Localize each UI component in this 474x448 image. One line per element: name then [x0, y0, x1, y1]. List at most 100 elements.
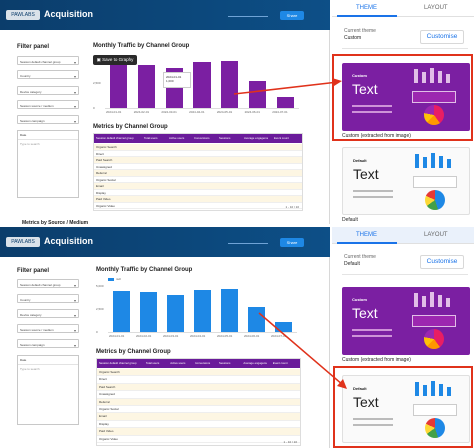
table-row[interactable]: Organic Social — [97, 406, 300, 414]
row-label: Display — [99, 421, 109, 426]
table-row[interactable]: Email — [97, 413, 300, 421]
column-header[interactable]: Sessions — [219, 136, 231, 140]
table-row[interactable]: Organic Search — [97, 369, 300, 377]
table-row[interactable]: Paid Search — [94, 157, 302, 164]
chart-bar[interactable] — [113, 290, 130, 332]
table-row[interactable]: Organic Video — [94, 202, 302, 209]
table-row[interactable]: Organic Video — [97, 435, 300, 443]
x-axis — [105, 108, 299, 109]
chart-tooltip: 2024-01-01 1,000 — [163, 72, 191, 88]
header-link[interactable] — [228, 13, 268, 17]
table-row[interactable]: Display — [94, 189, 302, 196]
card-title: Custom — [352, 73, 367, 78]
card-bar — [431, 153, 435, 168]
column-header[interactable]: Average engagement time per session — [243, 361, 267, 365]
table-row[interactable]: Paid Video — [97, 428, 300, 436]
column-header[interactable]: Total users — [144, 136, 158, 140]
chart-bar[interactable] — [221, 61, 239, 108]
chart-bar[interactable] — [276, 97, 294, 108]
column-header[interactable]: Event count — [272, 361, 288, 365]
column-header[interactable]: Total users — [145, 361, 160, 365]
date-search-input[interactable]: Type to search — [20, 142, 40, 146]
filter-source-medium[interactable]: Session source / medium ▾ — [17, 324, 79, 333]
column-header[interactable]: Session default channel group — [98, 361, 137, 365]
x-tick-label: 2024-07-01 — [271, 334, 287, 338]
default-theme-card[interactable]: Default Text — [342, 147, 470, 215]
filter-source-medium[interactable]: Session source / medium ▾ — [17, 100, 79, 109]
custom-theme-card[interactable]: Custom Text — [342, 287, 470, 355]
row-label: Referral — [99, 399, 110, 404]
chart-bar[interactable] — [140, 292, 157, 332]
save-to-graphy-button[interactable]: ▣ Save to Graphy — [93, 55, 137, 65]
card-line — [353, 424, 393, 426]
date-search-input[interactable]: Type to search — [20, 367, 40, 371]
customise-button[interactable]: Customise — [420, 30, 464, 44]
report-header: PAWLABS Acquisition Share — [0, 227, 330, 257]
table-row[interactable]: Organic Social — [94, 176, 302, 183]
default-theme-label: Default — [342, 217, 358, 223]
filter-country[interactable]: Country ▾ — [17, 294, 79, 303]
filter-campaign[interactable]: Session campaign ▾ — [17, 115, 79, 124]
share-button[interactable]: Share — [280, 11, 304, 20]
table-row[interactable]: Direct — [97, 376, 300, 384]
filter-campaign[interactable]: Session campaign ▾ — [17, 339, 79, 348]
table-row[interactable]: Referral — [94, 170, 302, 177]
chart-bar[interactable] — [275, 321, 292, 332]
date-filter[interactable]: Date Type to search — [17, 355, 79, 425]
card-bar — [422, 296, 426, 307]
table-row[interactable]: Paid Search — [97, 383, 300, 392]
table-row[interactable]: Unassigned — [94, 163, 302, 170]
table-pager[interactable]: 1 - 10 / 10 — [285, 205, 299, 209]
column-header[interactable]: Active users — [170, 361, 186, 365]
table-row[interactable]: Email — [94, 183, 302, 190]
current-theme-value: Default — [344, 261, 360, 267]
table-title: Metrics by Channel Group — [96, 349, 171, 355]
chart-bar[interactable] — [110, 63, 128, 108]
chart-bar[interactable] — [248, 307, 265, 332]
share-button[interactable]: Share — [280, 238, 304, 247]
date-filter[interactable]: Date Type to search — [17, 130, 79, 198]
card-bar — [430, 68, 434, 83]
chart-bar[interactable] — [193, 62, 211, 108]
card-line — [352, 335, 392, 337]
header-link[interactable] — [228, 240, 268, 244]
chart-bar[interactable] — [248, 81, 266, 108]
table-row[interactable]: Unassigned — [97, 391, 300, 399]
column-header[interactable]: Sessions — [219, 361, 231, 365]
filter-device[interactable]: Device category ▾ — [17, 86, 79, 95]
column-header[interactable]: Conversions — [194, 361, 211, 365]
custom-theme-card[interactable]: Custom Text — [342, 63, 470, 131]
tooltip-date: 2024-01-01 — [166, 75, 182, 79]
column-header[interactable]: Conversions — [194, 136, 210, 140]
table-row[interactable]: Direct — [94, 150, 302, 157]
chart-bar[interactable] — [221, 288, 238, 332]
chart-bar[interactable] — [194, 289, 211, 332]
chart-bar[interactable] — [137, 65, 156, 108]
tab-layout[interactable]: LAYOUT — [424, 232, 448, 238]
column-header[interactable]: Session default channel group — [96, 136, 134, 140]
tab-theme[interactable]: THEME — [356, 5, 377, 11]
filter-country[interactable]: Country ▾ — [17, 70, 79, 79]
filter-channel-group[interactable]: Session default channel group ▾ — [17, 279, 79, 288]
brand-logo: PAWLABS — [6, 237, 40, 247]
x-tick-label: 2024-01-01 — [109, 334, 125, 338]
row-label: Organic Video — [99, 436, 118, 441]
default-theme-card[interactable]: Default Text — [342, 375, 470, 443]
column-header[interactable]: Event count — [274, 136, 289, 140]
chart-bar[interactable] — [167, 295, 184, 332]
card-pie — [425, 190, 445, 210]
table-row[interactable]: Display — [97, 420, 300, 429]
column-header[interactable]: Average engagement time per session — [244, 136, 268, 140]
customise-button[interactable]: Customise — [420, 255, 464, 269]
tab-theme[interactable]: THEME — [356, 232, 377, 238]
table-row[interactable]: Referral — [97, 398, 300, 406]
table-row[interactable]: Organic Search — [94, 144, 302, 151]
column-header[interactable]: Active users — [169, 136, 185, 140]
chevron-down-icon: ▾ — [73, 328, 76, 333]
filter-device[interactable]: Device category ▾ — [17, 309, 79, 318]
table-pager[interactable]: 1 - 10 / 10 — [283, 440, 297, 444]
card-bar — [414, 69, 418, 83]
table-row[interactable]: Paid Video — [94, 196, 302, 203]
tab-layout[interactable]: LAYOUT — [424, 5, 448, 11]
filter-channel-group[interactable]: Session default channel group ▾ — [17, 56, 79, 65]
